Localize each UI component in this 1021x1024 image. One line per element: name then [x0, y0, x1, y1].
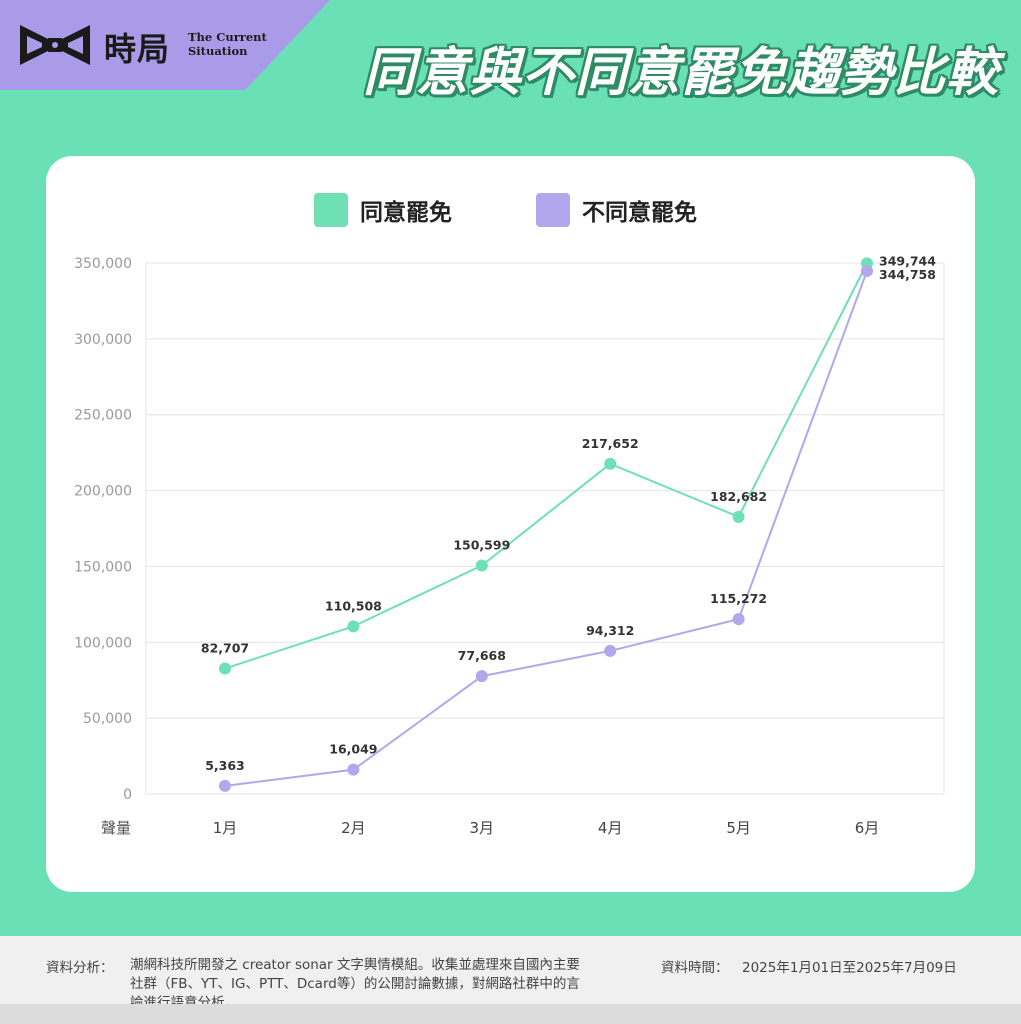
data-point [604, 457, 617, 470]
series-line-agree [224, 262, 868, 670]
page-title: 同意與不同意罷免趨勢比較 [362, 43, 999, 103]
data-label: 77,668 [458, 648, 506, 663]
legend-item-agree: 同意罷免 [314, 192, 452, 228]
data-point [219, 779, 231, 792]
x-tick-label: 5月 [726, 819, 751, 837]
data-point [732, 510, 745, 523]
legend-swatch-disagree [536, 193, 570, 227]
y-tick-label: 350,000 [74, 256, 132, 272]
footer: 資料分析： 潮網科技所開發之 creator sonar 文字輿情模組。收集並處… [0, 936, 1021, 1011]
legend-label-agree: 同意罷免 [360, 200, 452, 226]
data-label: 94,312 [586, 623, 634, 638]
x-tick-label: 6月 [855, 819, 880, 837]
brand-name: 時局 [104, 30, 171, 68]
data-point [732, 613, 745, 626]
data-label: 16,049 [329, 742, 377, 757]
line-chart: 0 50,000 100,000 150,000 200,000 250,000 300,0… [74, 253, 945, 837]
data-point [604, 644, 617, 657]
brand-name-en: The Current Situation [188, 30, 267, 58]
data-label: 115,272 [710, 591, 767, 606]
x-tick-label: 1月 [213, 819, 238, 837]
data-label: 82,707 [201, 641, 249, 656]
data-label: 110,508 [325, 598, 382, 613]
legend-item-disagree: 不同意罷免 [536, 192, 697, 228]
x-tick-label: 4月 [598, 819, 623, 837]
source-label: 資料分析： [46, 960, 114, 976]
y-tick-label: 300,000 [74, 332, 132, 348]
legend-label-disagree: 不同意罷免 [582, 200, 697, 226]
data-point [347, 763, 360, 776]
x-tick-label: 3月 [470, 819, 495, 837]
footer-strip [0, 1004, 1021, 1024]
data-label: 5,363 [205, 758, 245, 773]
data-point [861, 264, 873, 277]
y-tick-label: 200,000 [74, 484, 132, 500]
y-axis-label: 聲量 [101, 819, 131, 837]
source-text: 潮網科技所開發之 creator sonar 文字輿情模組。收集並處理來自國內主… [130, 957, 580, 1011]
y-tick-label: 50,000 [83, 711, 132, 727]
data-label: 182,682 [710, 489, 767, 504]
chart-legend: 同意罷免 不同意罷免 [46, 192, 975, 228]
chart-card: 同意罷免 不同意罷免 0 50,000 100,000 150,000 200,000 2… [46, 156, 975, 892]
date-text: 2025年1月01日至2025年7月09日 [742, 960, 957, 976]
data-point [347, 620, 360, 633]
data-label: 349,744 [879, 253, 936, 268]
data-label: 344,758 [879, 267, 936, 282]
data-point [475, 559, 488, 572]
bowtie-logo-icon [20, 25, 90, 65]
y-tick-label: 100,000 [74, 635, 132, 651]
legend-swatch-agree [314, 193, 348, 227]
y-tick-label: 0 [123, 787, 132, 803]
data-point [475, 670, 488, 683]
data-point [219, 662, 231, 675]
x-tick-label: 2月 [341, 819, 366, 837]
y-tick-label: 150,000 [74, 559, 132, 575]
date-label: 資料時間： [661, 960, 729, 976]
y-tick-label: 250,000 [74, 408, 132, 424]
series-line-disagree [224, 270, 868, 787]
data-label: 150,599 [453, 538, 510, 553]
data-label: 217,652 [582, 436, 639, 451]
